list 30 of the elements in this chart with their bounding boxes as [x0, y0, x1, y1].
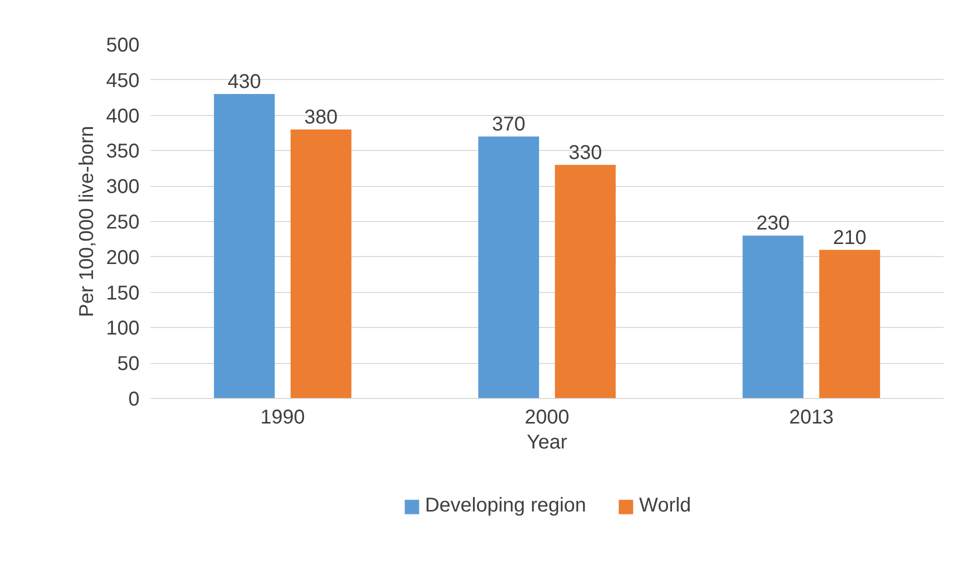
x-tick-label: 1990 [260, 406, 305, 428]
y-tick-label: 350 [106, 140, 140, 163]
data-label: 370 [492, 114, 526, 136]
bar [554, 164, 616, 398]
y-tick-label: 450 [106, 70, 140, 92]
y-tick-label: 400 [106, 105, 140, 128]
bar [819, 250, 880, 398]
x-tick-label: 2000 [524, 406, 570, 428]
bar [478, 136, 540, 398]
y-axis-title: Per 100,000 live-born [76, 126, 98, 318]
data-label: 210 [832, 226, 866, 249]
bar [742, 236, 804, 398]
data-label: 330 [568, 142, 602, 164]
y-tick-label: 0 [128, 388, 140, 410]
legend-label: World [639, 494, 692, 518]
y-tick-label: 250 [106, 212, 140, 234]
bar [290, 129, 352, 398]
y-tick-label: 50 [117, 353, 140, 376]
y-tick-label: 500 [106, 34, 140, 56]
data-label: 230 [756, 212, 790, 235]
x-axis-title: Year [526, 432, 568, 454]
x-tick-label: 2013 [789, 406, 834, 428]
data-label: 380 [304, 106, 338, 128]
legend-label: Developing region [424, 494, 586, 518]
y-tick-label: 150 [106, 282, 140, 304]
bar [214, 94, 275, 398]
y-tick-label: 100 [106, 318, 140, 340]
data-label: 430 [228, 71, 262, 94]
y-tick-label: 300 [106, 176, 140, 198]
y-tick-label: 200 [106, 246, 140, 269]
